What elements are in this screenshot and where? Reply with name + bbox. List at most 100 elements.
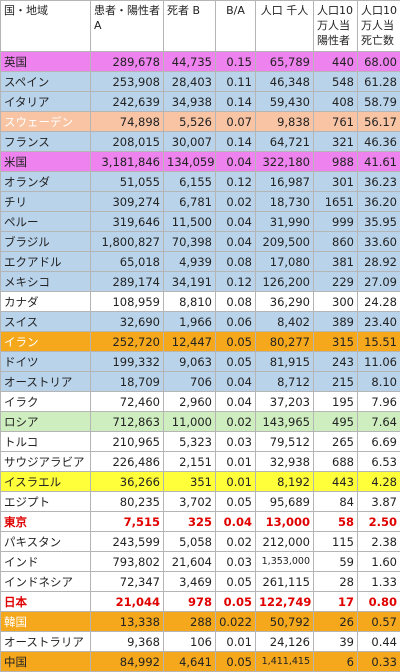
cell-cases: 210,965 [91,432,164,452]
cell-ratio: 0.02 [216,412,256,432]
cell-ratio: 0.07 [216,112,256,132]
cell-ratio: 0.04 [216,232,256,252]
cell-country: 日本 [1,592,91,612]
cell-population: 59,430 [256,92,314,112]
cell-ratio: 0.04 [216,512,256,532]
cell-population: 65,789 [256,52,314,72]
cell-country: イタリア [1,92,91,112]
cell-population: 79,512 [256,432,314,452]
cell-cases: 7,515 [91,512,164,532]
cell-cases: 309,274 [91,192,164,212]
cell-cases: 72,460 [91,392,164,412]
cell-country: トルコ [1,432,91,452]
cell-cases: 712,863 [91,412,164,432]
cell-country: エジプト [1,492,91,512]
cell-cases: 1,800,827 [91,232,164,252]
cell-deaths: 44,735 [164,52,216,72]
cell-cases: 242,639 [91,92,164,112]
cell-population: 80,277 [256,332,314,352]
cell-country: 中国 [1,652,91,672]
cell-cases-per-100k: 443 [314,472,358,492]
cell-country: ロシア [1,412,91,432]
cell-deaths-per-100k: 4.28 [358,472,400,492]
cell-deaths: 28,403 [164,72,216,92]
cell-cases-per-100k: 115 [314,532,358,552]
cell-deaths-per-100k: 68.00 [358,52,400,72]
cell-deaths: 30,007 [164,132,216,152]
cell-cases-per-100k: 860 [314,232,358,252]
cell-ratio: 0.11 [216,72,256,92]
cell-deaths-per-100k: 1.33 [358,572,400,592]
cell-deaths: 3,702 [164,492,216,512]
cell-deaths-per-100k: 2.50 [358,512,400,532]
cell-deaths: 351 [164,472,216,492]
cell-ratio: 0.14 [216,132,256,152]
cell-population: 8,402 [256,312,314,332]
cell-deaths: 4,641 [164,652,216,672]
cell-deaths: 288 [164,612,216,632]
cell-deaths-per-100k: 2.38 [358,532,400,552]
cell-ratio: 0.05 [216,332,256,352]
cell-deaths-per-100k: 58.79 [358,92,400,112]
cell-ratio: 0.022 [216,612,256,632]
cell-country: チリ [1,192,91,212]
cell-deaths: 106 [164,632,216,652]
cell-deaths: 134,059 [164,152,216,172]
cell-cases-per-100k: 84 [314,492,358,512]
cell-population: 50,792 [256,612,314,632]
cell-cases-per-100k: 39 [314,632,358,652]
cell-deaths: 4,939 [164,252,216,272]
cell-cases: 9,368 [91,632,164,652]
cell-country: フランス [1,132,91,152]
cell-deaths: 5,058 [164,532,216,552]
cell-deaths-per-100k: 0.57 [358,612,400,632]
cell-deaths-per-100k: 1.60 [358,552,400,572]
cell-country: ドイツ [1,352,91,372]
cell-cases-per-100k: 408 [314,92,358,112]
cell-cases-per-100k: 215 [314,372,358,392]
cell-population: 212,000 [256,532,314,552]
cell-deaths-per-100k: 46.36 [358,132,400,152]
cell-population: 13,000 [256,512,314,532]
cell-ratio: 0.02 [216,192,256,212]
cell-population: 261,115 [256,572,314,592]
cell-population: 32,938 [256,452,314,472]
cell-deaths-per-100k: 8.10 [358,372,400,392]
cell-deaths-per-100k: 28.92 [358,252,400,272]
cell-country: 韓国 [1,612,91,632]
cell-cases-per-100k: 301 [314,172,358,192]
cell-ratio: 0.04 [216,152,256,172]
cell-deaths-per-100k: 56.17 [358,112,400,132]
cell-country: 東京 [1,512,91,532]
cell-deaths: 5,526 [164,112,216,132]
cell-ratio: 0.03 [216,552,256,572]
cell-country: インド [1,552,91,572]
cell-ratio: 0.12 [216,272,256,292]
cell-cases: 32,690 [91,312,164,332]
header-country: 国・地域 [1,1,91,52]
cell-ratio: 0.14 [216,92,256,112]
cell-deaths: 34,938 [164,92,216,112]
cell-country: ブラジル [1,232,91,252]
cell-cases: 80,235 [91,492,164,512]
header-cases-per-100k: 人口10万人当陽性者 [314,1,358,52]
cell-cases-per-100k: 195 [314,392,358,412]
cell-deaths-per-100k: 3.87 [358,492,400,512]
cell-deaths-per-100k: 33.60 [358,232,400,252]
cell-population: 37,203 [256,392,314,412]
cell-cases-per-100k: 59 [314,552,358,572]
cell-country: サウジアラビア [1,452,91,472]
